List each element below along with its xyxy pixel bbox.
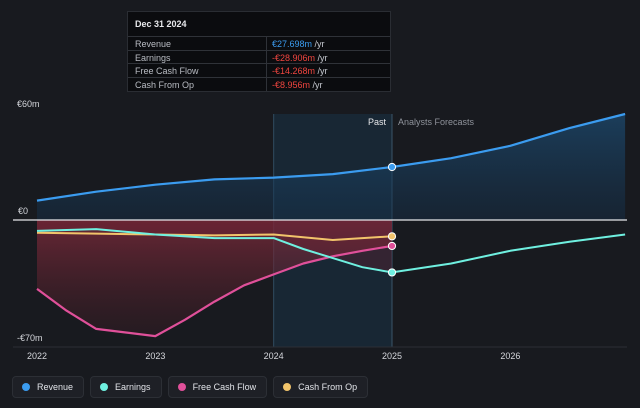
legend-dot-icon: [100, 383, 109, 391]
legend-item-revenue[interactable]: Revenue: [12, 376, 85, 398]
tooltip-row: Free Cash Flow -€14.268m /yr: [128, 63, 390, 77]
tooltip-row-label: Earnings: [135, 52, 171, 63]
tooltip-row-value: €27.698m /yr: [272, 39, 325, 49]
tooltip-row-label: Cash From Op: [135, 79, 195, 90]
x-tick-label: 2022: [27, 351, 47, 361]
revenue-line: [36, 112, 626, 202]
free-cash-flow-line: [36, 244, 393, 338]
y-label-zero: €0: [18, 206, 28, 216]
tooltip-row: Cash From Op -€8.956m /yr: [128, 76, 390, 91]
chart-tooltip: Dec 31 2024 Revenue €27.698m /yr Earnings -…: [127, 11, 391, 92]
tooltip-date: Dec 31 2024: [135, 19, 187, 29]
legend-label: Revenue: [37, 382, 74, 392]
tooltip-row-label: Free Cash Flow: [135, 66, 199, 76]
x-tick-label: 2025: [382, 351, 402, 361]
chart-legend: Revenue Earnings Free Cash Flow Cash From O…: [12, 376, 369, 400]
legend-dot-icon: [177, 383, 186, 391]
cash-from-op-marker: [387, 232, 397, 241]
legend-item-earnings[interactable]: Earnings: [90, 376, 162, 398]
earnings-line: [36, 228, 626, 274]
legend-label: Cash From Op: [298, 382, 358, 392]
free-cash-flow-marker: [387, 241, 397, 251]
revenue-marker: [387, 162, 397, 172]
x-tick-label: 2024: [264, 351, 284, 361]
tooltip-row: Revenue €27.698m /yr: [128, 36, 390, 50]
past-label: Past: [368, 117, 387, 127]
legend-dot-icon: [22, 383, 30, 391]
revenue-area: [37, 114, 626, 220]
tooltip-row-value: -€8.956m /yr: [272, 79, 323, 90]
x-tick-label: 2023: [145, 351, 165, 361]
forecast-label: Analysts Forecasts: [398, 117, 475, 127]
tooltip-row-label: Revenue: [135, 39, 172, 49]
cash-from-op-line: [36, 231, 393, 241]
chart: €60m €0 -€70m Past Analysts Forecasts 2022 202…: [13, 99, 627, 361]
legend-label: Earnings: [115, 382, 151, 392]
y-label-bottom: -€70m: [17, 333, 43, 343]
tooltip-row-value: -€28.906m /yr: [272, 52, 328, 63]
earnings-area: [37, 220, 392, 273]
x-tick-label: 2026: [500, 351, 520, 361]
tooltip-row-value: -€14.268m /yr: [272, 66, 328, 76]
earnings-marker: [387, 268, 397, 277]
legend-item-cash-from-op[interactable]: Cash From Op: [273, 376, 369, 398]
y-label-top: €60m: [17, 99, 40, 109]
tooltip-row: Earnings -€28.906m /yr: [128, 49, 390, 64]
legend-dot-icon: [283, 383, 292, 391]
legend-item-free-cash-flow[interactable]: Free Cash Flow: [167, 376, 268, 398]
legend-label: Free Cash Flow: [192, 382, 257, 392]
